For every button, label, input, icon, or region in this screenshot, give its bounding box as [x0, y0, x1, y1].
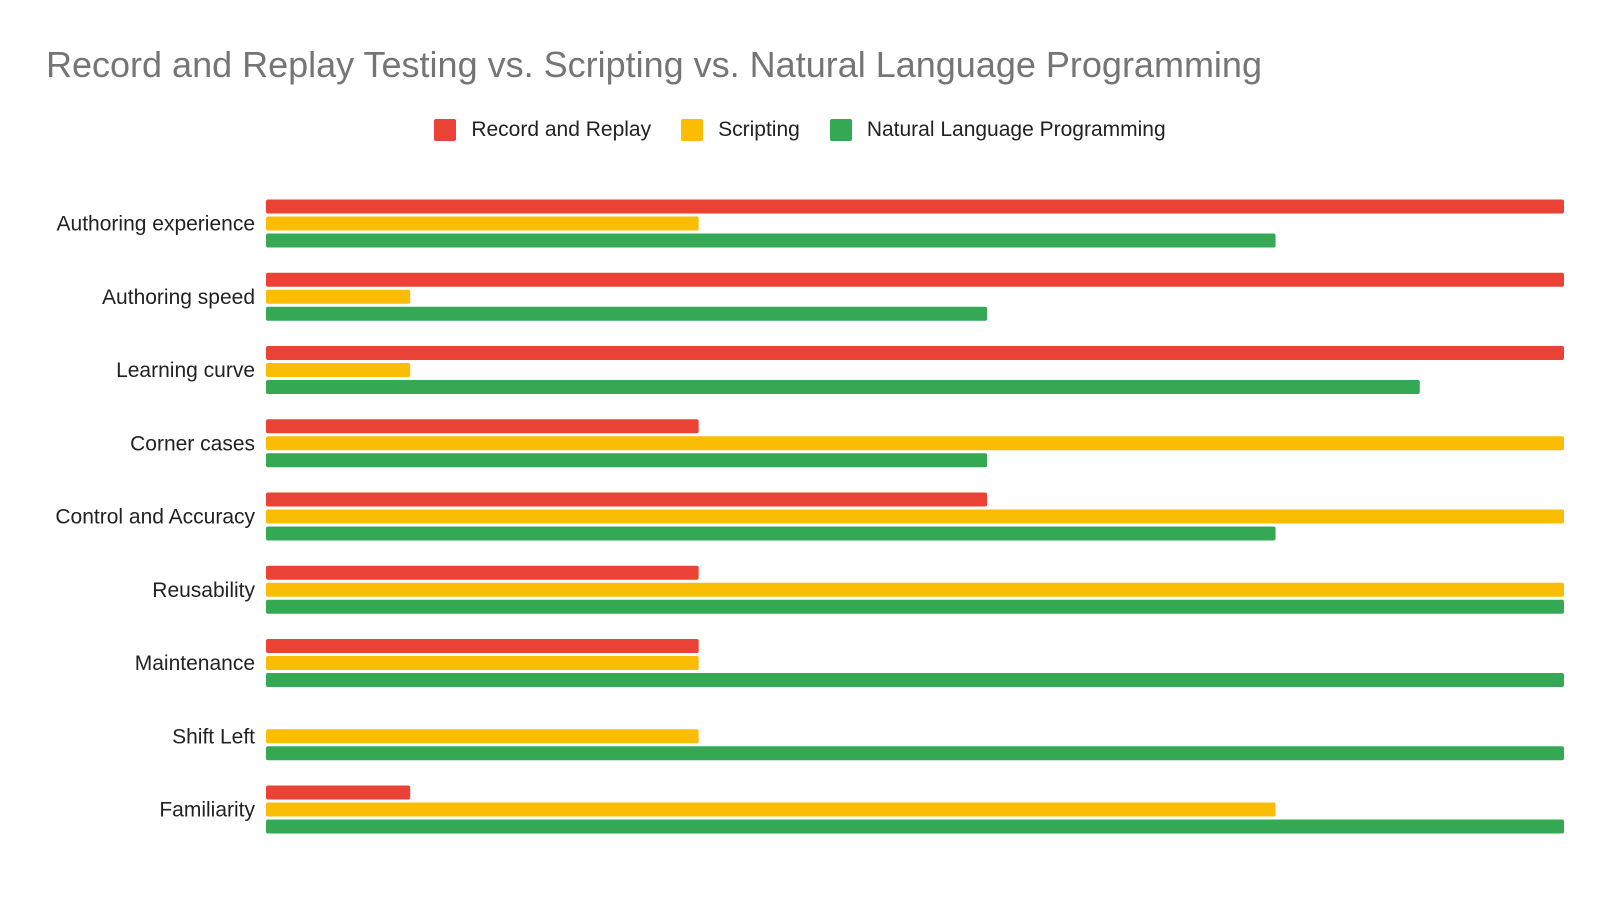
bar-authoring-speed-record-and-replay [266, 272, 1564, 287]
bar-shift-left-scripting [266, 729, 699, 744]
legend-swatch-record-and-replay [434, 119, 457, 141]
legend-item-scripting: Scripting [681, 118, 800, 142]
category-label-maintenance: Maintenance [135, 652, 255, 675]
category-label-control-and-accuracy: Control and Accuracy [55, 506, 255, 529]
category-label-authoring-experience: Authoring experience [57, 213, 255, 236]
bar-reusability-natural-language-programming [266, 599, 1564, 614]
category-label-reusability: Reusability [152, 579, 255, 602]
category-label-learning-curve: Learning curve [116, 359, 255, 382]
bar-shift-left-natural-language-programming [266, 746, 1564, 761]
bar-familiarity-record-and-replay [266, 785, 411, 800]
legend: Record and Replay Scripting Natural Langua… [0, 118, 1600, 142]
bar-maintenance-natural-language-programming [266, 673, 1564, 687]
category-label-corner-cases: Corner cases [130, 432, 255, 455]
bar-familiarity-natural-language-programming [266, 819, 1564, 834]
bar-learning-curve-record-and-replay [266, 346, 1564, 360]
legend-label-natural-language-programming: Natural Language Programming [866, 118, 1166, 141]
bar-corner-cases-natural-language-programming [266, 453, 988, 468]
bar-control-and-accuracy-scripting [266, 509, 1564, 524]
bar-control-and-accuracy-natural-language-programming [266, 526, 1276, 541]
legend-label-record-and-replay: Record and Replay [471, 118, 652, 141]
bar-authoring-speed-scripting [266, 289, 411, 304]
bar-learning-curve-natural-language-programming [266, 380, 1420, 394]
bar-familiarity-scripting [266, 802, 1276, 817]
legend-item-natural-language-programming: Natural Language Programming [829, 118, 1166, 142]
category-label-authoring-speed: Authoring speed [102, 286, 255, 309]
bar-control-and-accuracy-record-and-replay [266, 492, 988, 507]
legend-swatch-natural-language-programming [829, 119, 852, 141]
bar-maintenance-scripting [266, 656, 699, 670]
bar-corner-cases-scripting [266, 436, 1564, 451]
bar-authoring-experience-record-and-replay [266, 199, 1564, 214]
bar-reusability-scripting [266, 582, 1564, 597]
bar-corner-cases-record-and-replay [266, 419, 699, 434]
legend-label-scripting: Scripting [718, 118, 800, 141]
category-label-shift-left: Shift Left [172, 725, 255, 748]
category-label-familiarity: Familiarity [159, 799, 255, 822]
bar-authoring-experience-natural-language-programming [266, 233, 1276, 248]
bar-maintenance-record-and-replay [266, 639, 699, 653]
chart-title: Record and Replay Testing vs. Scripting … [46, 44, 1262, 85]
bar-authoring-speed-natural-language-programming [266, 306, 988, 321]
legend-item-record-and-replay: Record and Replay [434, 118, 651, 142]
bar-authoring-experience-scripting [266, 216, 699, 231]
bar-reusability-record-and-replay [266, 565, 699, 580]
bar-learning-curve-scripting [266, 363, 411, 377]
legend-swatch-scripting [681, 119, 704, 141]
